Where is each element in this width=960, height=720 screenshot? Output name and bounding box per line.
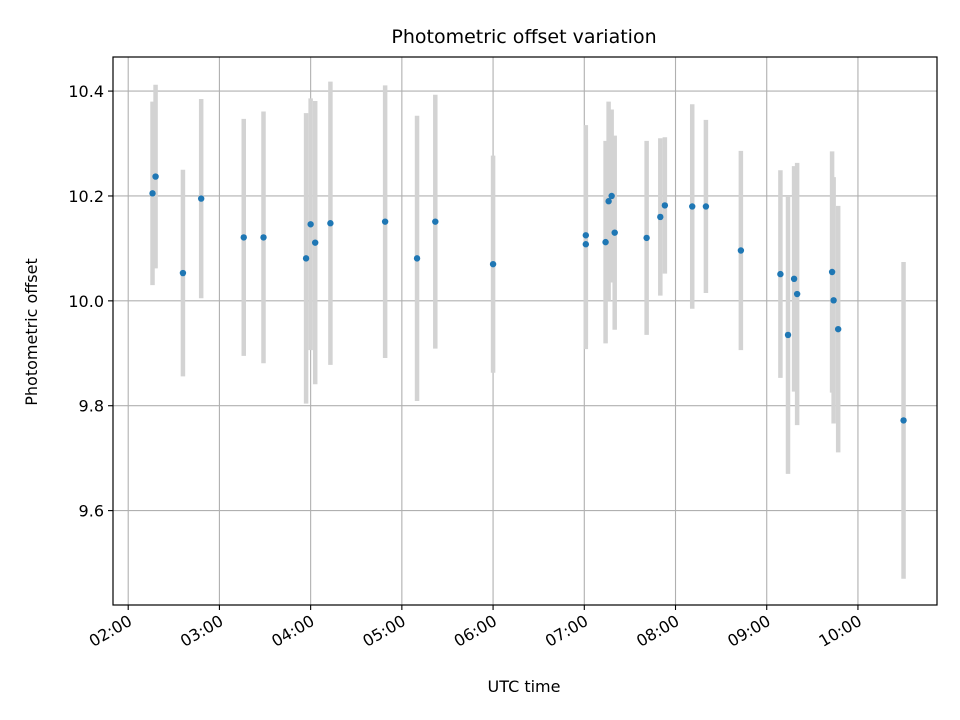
data-point: [311, 239, 319, 246]
y-tick-label: 9.6: [79, 502, 104, 521]
data-point: [611, 229, 618, 236]
data-point: [661, 202, 669, 209]
y-tick-label: 10.0: [68, 292, 104, 311]
data-point: [307, 221, 314, 228]
data-point: [834, 325, 842, 333]
data-point: [582, 232, 590, 239]
data-point: [582, 241, 590, 248]
data-point: [302, 255, 310, 262]
data-point: [197, 195, 205, 202]
data-point: [489, 260, 497, 268]
data-point: [240, 234, 247, 241]
data-point: [702, 203, 710, 210]
data-point: [828, 268, 836, 276]
data-point: [381, 218, 389, 225]
point-layer: [149, 173, 907, 424]
data-point: [784, 331, 792, 339]
data-point: [657, 213, 664, 221]
data-point: [777, 270, 784, 278]
data-point: [413, 255, 421, 262]
data-point: [149, 190, 156, 197]
plot-frame: [112, 56, 938, 606]
data-point: [900, 417, 907, 424]
y-tick-label: 10.4: [68, 82, 104, 101]
data-point: [602, 238, 609, 246]
data-point: [689, 203, 696, 210]
data-point: [260, 234, 267, 241]
data-point: [327, 220, 334, 227]
x-axis-label: UTC time: [488, 677, 561, 696]
chart-title: Photometric offset variation: [391, 26, 656, 48]
data-point: [608, 192, 615, 200]
y-tick-label: 10.2: [68, 187, 104, 206]
y-axis-label: Photometric offset: [22, 258, 41, 406]
data-point: [152, 173, 159, 180]
data-point: [830, 297, 837, 304]
data-point: [643, 234, 650, 242]
data-point: [790, 275, 798, 283]
data-point: [179, 269, 187, 277]
data-point: [793, 290, 801, 298]
data-point: [605, 198, 612, 205]
data-point: [432, 218, 439, 225]
y-tick-label: 9.8: [79, 397, 104, 416]
data-point: [737, 247, 745, 254]
